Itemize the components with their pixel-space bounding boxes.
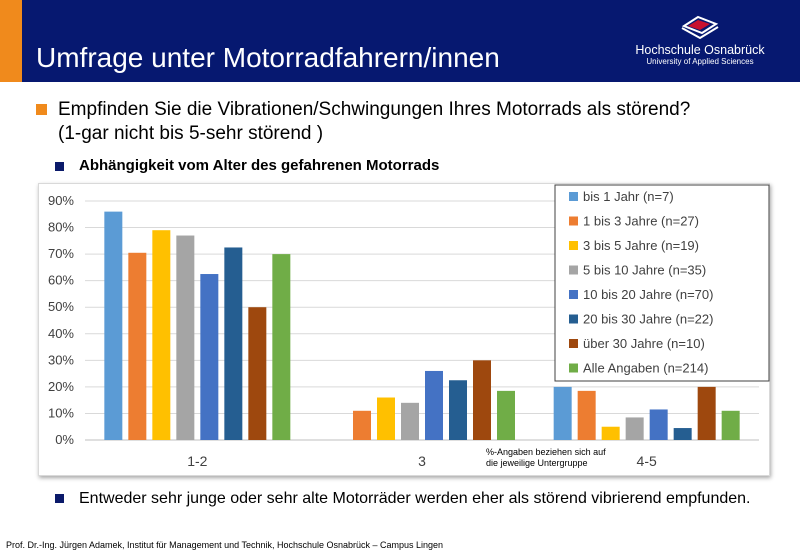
legend-swatch (569, 265, 578, 275)
legend-label: 3 bis 5 Jahre (n=19) (583, 238, 699, 253)
legend-swatch (569, 216, 578, 226)
bar (449, 380, 467, 440)
bar (104, 211, 123, 440)
legend-label: 20 bis 30 Jahre (n=22) (583, 312, 713, 327)
bar (200, 274, 219, 440)
university-logo-icon (681, 15, 719, 40)
bar (601, 426, 620, 440)
bar (224, 247, 243, 440)
x-category-label: 1-2 (187, 453, 207, 469)
main-question-line2: (1-gar nicht bis 5-sehr störend ) (58, 123, 324, 144)
footer-text: Prof. Dr.-Ing. Jürgen Adamek, Institut f… (6, 540, 444, 550)
y-tick-label: 10% (48, 405, 74, 420)
y-tick-label: 70% (48, 246, 74, 261)
header-bar (22, 0, 800, 82)
navy-bullet-icon (55, 162, 64, 171)
logo-name: Hochschule Osnabrück (635, 43, 765, 57)
chart-canvas: 0% 10% 20% 30% 40% 50% 60% 70% 80% 90% 1-2 3 4-5 %-An… (48, 184, 770, 469)
bar (625, 417, 644, 440)
bar (128, 252, 147, 440)
bar (248, 307, 267, 440)
bar (577, 390, 596, 440)
y-tick-label: 30% (48, 352, 74, 367)
y-tick-label: 50% (48, 299, 74, 314)
logo-subtitle: University of Applied Sciences (646, 57, 754, 66)
legend-label: 10 bis 20 Jahre (n=70) (583, 287, 713, 302)
bar (272, 254, 291, 440)
x-category-label: 4-5 (637, 453, 657, 469)
sub-bullet-text: Abhängigkeit vom Alter des gefahrenen Mo… (79, 157, 440, 174)
bar (649, 409, 668, 440)
legend-label: 5 bis 10 Jahre (n=35) (583, 263, 706, 278)
bar (152, 230, 171, 440)
y-tick-label: 60% (48, 273, 74, 288)
bar (553, 386, 572, 440)
chart-annotation-line1: %-Angaben beziehen sich auf (486, 447, 606, 457)
legend-swatch (569, 339, 578, 348)
x-category-label: 3 (418, 453, 426, 469)
bar (377, 397, 395, 440)
main-question-text: Empfinden Sie die Vibrationen/Schwingung… (58, 98, 798, 146)
legend-swatch (569, 363, 578, 373)
legend-swatch (569, 314, 578, 324)
bar (473, 360, 491, 440)
y-tick-label: 40% (48, 326, 74, 341)
legend-swatch (569, 192, 578, 201)
bar-chart: 0% 10% 20% 30% 40% 50% 60% 70% 80% 90% 1-2 3 4-5 %-An… (38, 183, 770, 476)
legend-label: über 30 Jahre (n=10) (583, 336, 705, 351)
chart-annotation-line2: die jeweilige Untergruppe (486, 458, 588, 468)
y-tick-label: 80% (48, 220, 74, 235)
bar (673, 428, 692, 440)
legend-label: Alle Angaben (n=214) (583, 361, 708, 376)
legend-swatch (569, 290, 578, 299)
legend-label: bis 1 Jahr (n=7) (583, 189, 674, 204)
bar (697, 386, 716, 440)
main-question-line1: Empfinden Sie die Vibrationen/Schwingung… (58, 99, 691, 120)
bar (176, 235, 195, 440)
bar (721, 410, 740, 440)
y-tick-label: 0% (55, 432, 74, 447)
orange-bullet-icon (36, 104, 47, 115)
bar (353, 410, 371, 440)
header-accent-strip (0, 0, 22, 82)
bar (425, 370, 443, 440)
navy-bullet-icon (55, 494, 64, 503)
bar (401, 402, 419, 440)
university-logo: Hochschule Osnabrück University of Appli… (612, 14, 788, 70)
conclusion-text: Entweder sehr junge oder sehr alte Motor… (79, 490, 751, 507)
y-tick-label: 90% (48, 193, 74, 208)
legend-swatch (569, 241, 578, 250)
legend-label: 1 bis 3 Jahre (n=27) (583, 214, 699, 229)
bar (497, 390, 515, 440)
y-tick-label: 20% (48, 379, 74, 394)
slide-title: Umfrage unter Motorradfahrern/innen (36, 42, 500, 73)
legend-box (554, 184, 770, 382)
